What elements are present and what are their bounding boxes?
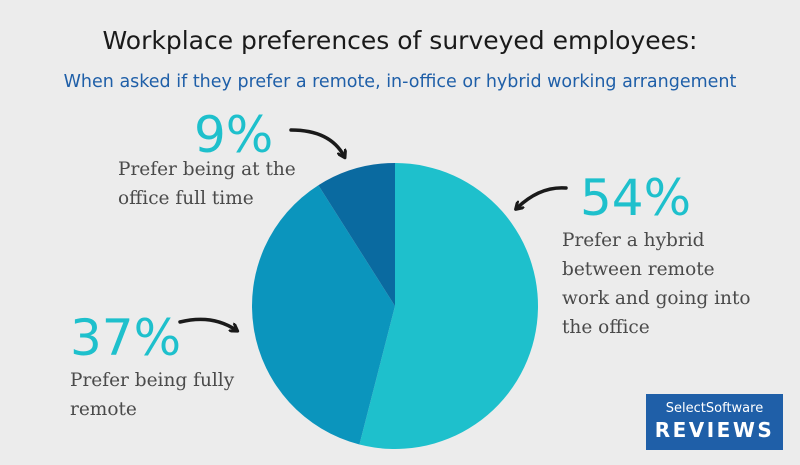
arrow-hybrid: [517, 186, 568, 208]
selectsoftware-reviews-logo: SelectSoftware REVIEWS: [646, 394, 783, 450]
data-label-hybrid: 54%: [580, 169, 692, 227]
chart-title: Workplace preferences of surveyed employ…: [102, 26, 698, 55]
pie-slice-office: [318, 163, 395, 306]
chart-subtitle: When asked if they prefer a remote, in-o…: [63, 72, 737, 92]
arrow-remote: [178, 317, 236, 330]
slice-description-remote: Prefer being fully remote: [70, 370, 235, 420]
data-label-office: 9%: [194, 106, 274, 164]
pie-slice-remote: [252, 185, 395, 445]
data-label-remote: 37%: [70, 309, 182, 367]
slice-description-office: Prefer being at the office full time: [118, 159, 296, 209]
pie-slice-hybrid: [359, 163, 539, 449]
slice-description-hybrid: Prefer a hybrid between remote work and …: [562, 230, 751, 338]
arrow-office: [289, 128, 344, 156]
